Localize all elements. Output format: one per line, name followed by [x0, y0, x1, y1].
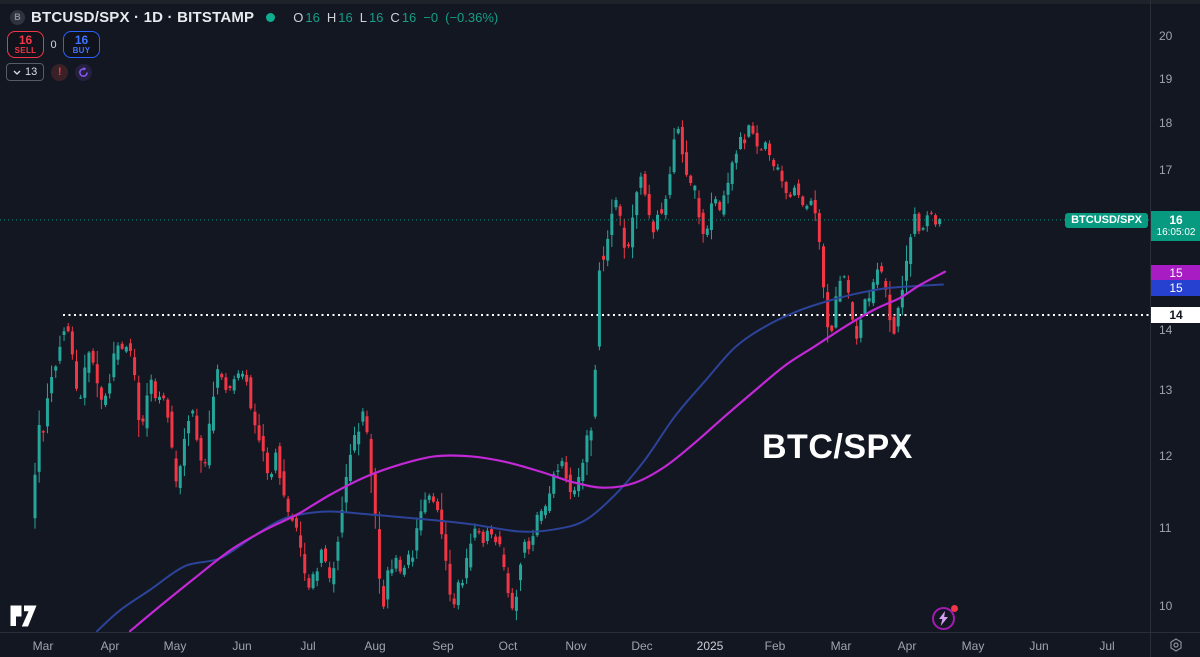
time-tick-label: Aug — [364, 639, 386, 653]
ma-slow-price-label: 15 — [1151, 264, 1200, 281]
time-tick-label: Apr — [897, 639, 917, 653]
lightning-bolt-icon — [939, 611, 948, 626]
time-tick-label: Apr — [100, 639, 120, 653]
time-tick-label: Nov — [565, 639, 587, 653]
time-tick-label: 2025 — [696, 639, 724, 653]
replay-refresh-icon[interactable] — [75, 63, 93, 81]
price-line-symbol-tag: BTCUSD/SPX — [1065, 212, 1148, 228]
time-axis[interactable]: Mar Apr May Jun Jul Aug Sep Oct Nov Dec 2025 Feb Mar… — [0, 632, 1150, 657]
time-tick-label: Feb — [764, 639, 786, 653]
symbol-watermark: BTC/SPX — [762, 428, 913, 466]
current-price-value: 16 — [1169, 212, 1183, 227]
current-price-label: 16 16:05:02 — [1151, 210, 1200, 241]
ohlc-high-value: 16 — [338, 9, 353, 25]
sell-price: 16 — [18, 33, 33, 47]
time-tick-label: Oct — [498, 639, 518, 653]
price-tick-label: 10 — [1159, 599, 1173, 614]
time-tick-label: Jun — [232, 639, 252, 653]
alert-warning-icon[interactable]: ! — [51, 63, 69, 81]
price-tick-label: 13 — [1159, 383, 1173, 398]
time-tick-label: Sep — [432, 639, 454, 653]
ma-fast-line — [96, 283, 944, 632]
ohlc-values: O 16 H 16 L 16 C 16 −0 (−0.36%) — [293, 10, 498, 25]
time-tick-label: Mar — [32, 639, 54, 653]
time-tick-label: Jul — [1099, 639, 1115, 653]
buy-label: BUY — [72, 45, 91, 55]
sell-button[interactable]: 16 SELL — [7, 31, 44, 58]
change-value: −0 — [423, 9, 439, 25]
time-tick-label: May — [163, 639, 187, 653]
notification-dot — [951, 605, 958, 612]
chart-tools-row: 13 ! — [6, 63, 93, 81]
time-tick-label: Dec — [631, 639, 653, 653]
price-tick-label: 12 — [1159, 449, 1173, 464]
symbol-title[interactable]: BTCUSD/SPX · 1D · BITSTAMP — [31, 8, 255, 26]
price-tick-label: 11 — [1159, 520, 1172, 535]
ohlc-open-key: O — [293, 9, 304, 25]
sell-label: SELL — [14, 45, 37, 55]
chart-area[interactable]: B BTCUSD/SPX · 1D · BITSTAMP O 16 H 16 L 16… — [0, 0, 1150, 632]
ohlc-close-value: 16 — [401, 9, 417, 25]
boost-ring-icon — [932, 607, 955, 630]
bar-countdown: 16:05:02 — [1156, 227, 1196, 239]
ohlc-high-key: H — [326, 9, 337, 25]
boost-icon[interactable] — [932, 605, 958, 632]
candlestick-chart[interactable] — [0, 0, 1150, 632]
horizontal-line-price-label: 14 — [1151, 307, 1200, 324]
buy-price: 16 — [74, 33, 89, 47]
symbol-legend: B BTCUSD/SPX · 1D · BITSTAMP O 16 H 16 L 16… — [10, 8, 498, 26]
ohlc-low-key: L — [359, 9, 367, 25]
price-tick-label: 19 — [1159, 71, 1173, 86]
object-count: 13 — [25, 66, 38, 78]
ma-fast-price-label: 15 — [1151, 280, 1200, 297]
time-tick-label: Jun — [1029, 639, 1049, 653]
change-percent: (−0.36%) — [445, 9, 499, 25]
object-tree-dropdown[interactable]: 13 — [6, 63, 45, 81]
ohlc-open-value: 16 — [305, 9, 320, 25]
time-tick-label: Jul — [300, 639, 316, 653]
window-top-strip — [0, 0, 1200, 5]
chevron-down-icon — [13, 70, 21, 75]
buy-button[interactable]: 16 BUY — [63, 31, 100, 58]
ohlc-low-value: 16 — [368, 9, 384, 25]
gear-hexagon-icon — [1169, 638, 1182, 652]
spread-value: 0 — [50, 38, 57, 51]
time-tick-label: May — [961, 639, 985, 653]
ma-slow-line — [128, 270, 947, 632]
price-tick-label: 14 — [1159, 322, 1173, 337]
tradingview-logo[interactable] — [10, 605, 37, 632]
axis-settings-button[interactable] — [1150, 632, 1200, 657]
live-data-dot-icon[interactable] — [266, 12, 276, 22]
symbol-logo-badge: B — [10, 9, 25, 25]
time-tick-label: Mar — [830, 639, 852, 653]
price-tick-label: 20 — [1159, 29, 1173, 44]
circular-arrow-icon — [79, 66, 89, 77]
price-tick-label: 18 — [1159, 116, 1173, 130]
order-panel: 16 SELL 0 16 BUY — [7, 31, 100, 58]
price-axis[interactable]: 16 16:05:02 15 15 14 2019181716151413121… — [1150, 0, 1200, 632]
ohlc-close-key: C — [390, 9, 400, 25]
price-tick-label: 17 — [1159, 162, 1173, 177]
